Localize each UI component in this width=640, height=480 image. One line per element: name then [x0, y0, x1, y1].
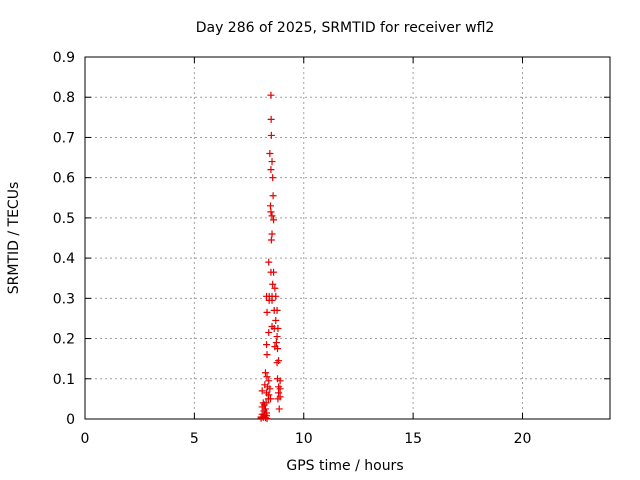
data-point — [267, 202, 274, 210]
data-point — [269, 192, 277, 200]
data-point — [272, 292, 280, 300]
data-point — [272, 339, 280, 347]
x-tick-label: 0 — [81, 431, 90, 447]
data-point — [263, 373, 271, 381]
data-point — [265, 329, 273, 337]
data-point — [276, 385, 284, 393]
data-point — [269, 280, 277, 288]
data-point — [267, 395, 274, 403]
data-point — [275, 405, 283, 413]
data-point — [271, 284, 279, 292]
data-point — [267, 236, 275, 244]
data-point — [267, 115, 275, 123]
x-tick-label: 15 — [404, 431, 422, 447]
y-tick-label: 0.9 — [53, 50, 75, 66]
data-point — [272, 316, 280, 324]
data-point — [269, 174, 277, 182]
data-point — [270, 216, 278, 224]
y-tick-label: 0.5 — [53, 211, 75, 227]
data-point — [267, 131, 275, 139]
data-point — [267, 166, 275, 174]
data-point — [268, 230, 276, 238]
x-tick-label: 10 — [295, 431, 313, 447]
y-tick-label: 0.3 — [53, 291, 75, 307]
data-point — [266, 150, 274, 158]
x-axis-label: GPS time / hours — [286, 458, 403, 474]
data-point — [265, 258, 273, 266]
data-point — [274, 325, 282, 332]
data-point — [276, 377, 284, 385]
data-point — [263, 308, 271, 316]
y-tick-label: 0.7 — [53, 130, 75, 146]
data-point — [263, 415, 271, 423]
data-point — [274, 395, 282, 403]
y-tick-label: 0.4 — [53, 251, 75, 267]
data-points — [257, 91, 284, 423]
data-point — [257, 414, 265, 422]
y-tick-label: 0.2 — [53, 332, 75, 348]
data-point — [265, 377, 273, 385]
y-axis-label: SRMTID / TECUs — [6, 182, 22, 295]
data-point — [270, 268, 278, 276]
x-tick-label: 5 — [190, 431, 199, 447]
data-point — [274, 345, 281, 353]
y-tick-label: 0 — [66, 412, 75, 428]
data-point — [261, 369, 269, 377]
axis-ticks: 0 0.1 0.2 0.3 0.4 0.5 0.6 0.7 0.8 0.9 0 5 10 15 20 — [53, 50, 610, 447]
data-point — [266, 385, 274, 393]
data-point — [268, 296, 276, 304]
data-point — [267, 208, 275, 216]
data-point — [258, 387, 266, 395]
x-tick-label: 20 — [514, 431, 532, 447]
data-point — [268, 212, 276, 220]
plot-frame — [84, 56, 611, 420]
chart-title: Day 286 of 2025, SRMTID for receiver wfl… — [196, 20, 495, 36]
data-point — [273, 306, 281, 314]
data-point — [267, 91, 275, 99]
data-point — [268, 158, 276, 166]
y-tick-label: 0.6 — [53, 171, 75, 187]
data-point — [273, 333, 281, 341]
y-tick-label: 0.1 — [53, 372, 75, 388]
grid — [85, 57, 610, 419]
data-point — [263, 351, 271, 359]
data-point — [263, 341, 271, 349]
data-point — [275, 389, 283, 397]
y-tick-label: 0.8 — [53, 90, 75, 106]
data-point — [273, 359, 281, 367]
